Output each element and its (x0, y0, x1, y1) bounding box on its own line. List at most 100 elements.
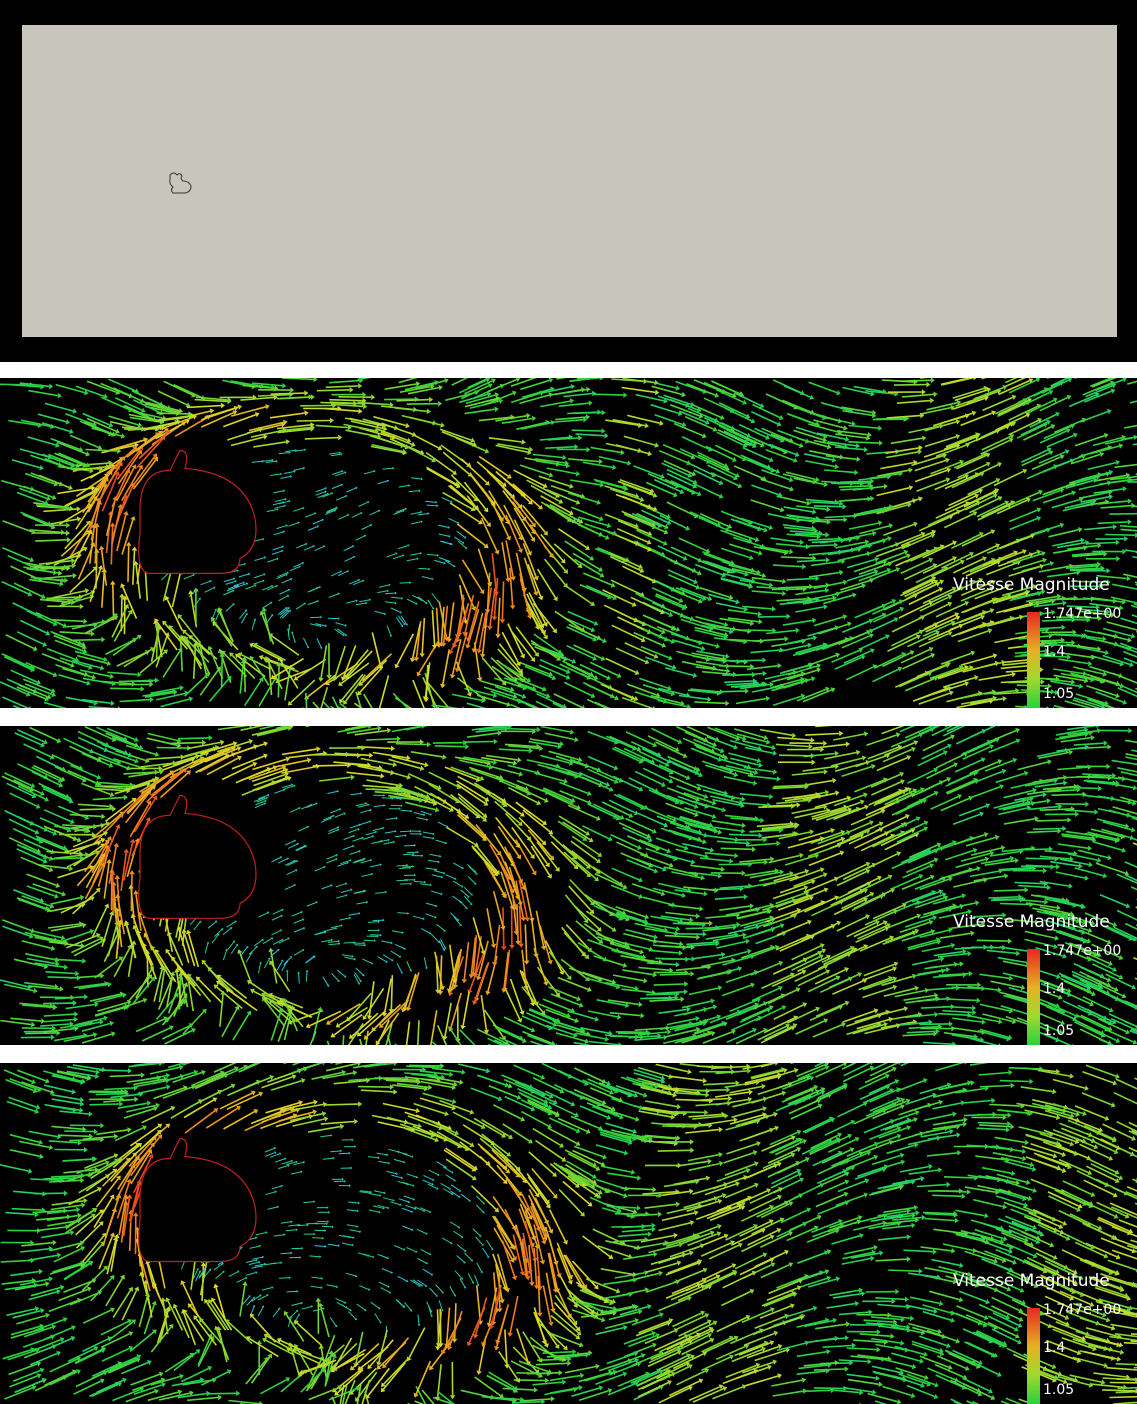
arrow-shaft (456, 530, 466, 538)
arrow-head (940, 956, 945, 962)
arrow-head (363, 403, 368, 410)
arrow-head (531, 870, 537, 876)
arrow-head (863, 446, 868, 453)
arrow-shaft (1131, 505, 1137, 508)
arrow-shaft (908, 425, 940, 434)
arrow-shaft (467, 601, 480, 639)
arrow-shaft (21, 940, 52, 950)
arrow-head (338, 434, 343, 441)
arrow-head (814, 421, 819, 427)
arrow-shaft (365, 831, 376, 836)
arrow-shaft (273, 531, 284, 536)
arrow-shaft (714, 727, 744, 740)
arrow-head (534, 652, 539, 657)
arrow-shaft (371, 840, 382, 845)
arrow-head (498, 398, 504, 404)
arrow-head (982, 556, 987, 562)
arrow-shaft (4, 654, 33, 669)
arrow-shaft (1067, 544, 1098, 550)
arrow-head (446, 825, 449, 828)
arrow-shaft (29, 529, 62, 534)
arrow-head (69, 865, 74, 872)
arrow-head (970, 650, 976, 656)
arrow-shaft (1002, 867, 1033, 872)
arrow-shaft (625, 928, 655, 938)
arrow-head (370, 858, 373, 862)
arrow-shaft (425, 867, 436, 870)
arrow-shaft (779, 600, 809, 605)
arrow-shaft (385, 1023, 393, 1045)
arrow-head (598, 566, 603, 572)
arrow-shaft (894, 989, 926, 998)
arrow-head (318, 677, 324, 682)
arrow-shaft (35, 504, 67, 509)
arrow-shaft (278, 938, 289, 944)
arrow-shaft (1097, 521, 1128, 525)
arrow-shaft (636, 529, 665, 544)
arrow-head (637, 447, 643, 454)
arrow-head (518, 771, 524, 777)
arrow-head (1089, 1001, 1094, 1007)
arrow-head (491, 616, 498, 621)
arrow-shaft (470, 937, 477, 975)
arrow-head (636, 746, 642, 752)
arrow-shaft (227, 428, 260, 441)
arrow-head (1054, 640, 1059, 646)
arrow-head (584, 1038, 590, 1044)
arrow-shaft (778, 585, 810, 589)
arrow-shaft (379, 584, 390, 588)
arrow-shaft (1112, 996, 1137, 1010)
arrow-head (1050, 424, 1056, 430)
arrow-head (321, 518, 324, 522)
arrow-head (622, 884, 628, 890)
arrow-shaft (771, 673, 802, 683)
arrow-shaft (411, 477, 422, 480)
arrow-shaft (20, 856, 50, 871)
arrow-head (201, 1008, 207, 1014)
arrow-head (488, 764, 494, 770)
arrow-shaft (501, 631, 520, 664)
arrow-shaft (826, 537, 857, 543)
arrow-head (484, 609, 491, 614)
arrow-head (1096, 726, 1100, 729)
arrow-head (622, 962, 628, 968)
arrow-head (660, 629, 666, 635)
arrow-head (793, 404, 799, 410)
arrow-head (548, 829, 554, 835)
arrow-shaft (426, 681, 450, 708)
arrow-head (261, 939, 264, 942)
arrow-head (686, 460, 691, 466)
arrow-shaft (598, 455, 628, 464)
arrow-shaft (1078, 491, 1110, 500)
arrow-shaft (349, 824, 360, 829)
arrow-head (47, 454, 53, 460)
arrow-shaft (505, 540, 514, 577)
arrow-head (871, 862, 877, 868)
arrow-head (1106, 567, 1111, 574)
arrow-shaft (1026, 399, 1055, 415)
arrow-shaft (329, 379, 360, 384)
arrow-head (852, 592, 857, 598)
arrow-head (512, 760, 518, 766)
arrow-shaft (77, 545, 94, 580)
arrow-shaft (227, 585, 238, 590)
arrow-shaft (1123, 573, 1137, 578)
arrow-head (448, 649, 454, 655)
arrow-shaft (50, 896, 81, 905)
arrow-shaft (250, 429, 284, 438)
arrow-shaft (431, 592, 439, 602)
arrow-shaft (481, 657, 505, 684)
arrow-shaft (1004, 378, 1027, 388)
arrow-head (213, 586, 216, 590)
arrow-head (639, 567, 645, 573)
arrow-head (64, 577, 69, 583)
arrow-head (1085, 540, 1090, 546)
arrow-shaft (369, 434, 402, 447)
arrow-head (771, 744, 776, 751)
arrow-shaft (333, 1014, 363, 1036)
arrow-head (986, 387, 992, 393)
arrow-shaft (1124, 549, 1137, 553)
arrow-head (106, 464, 111, 470)
arrow-shaft (732, 430, 762, 446)
arrow-shaft (253, 574, 264, 579)
